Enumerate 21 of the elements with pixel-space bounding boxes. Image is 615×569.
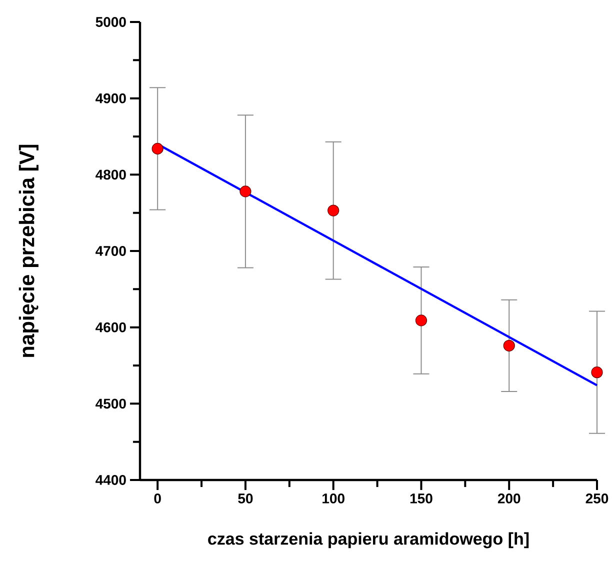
y-tick-label: 4700 (96, 246, 126, 256)
x-tick-label: 250 (586, 494, 608, 504)
y-tick-label: 4600 (96, 322, 126, 332)
y-tick-label: 5000 (96, 17, 126, 27)
point (328, 204, 340, 216)
y-axis-title: napięcie przebicia [V] (18, 144, 38, 357)
x-tick-label: 100 (322, 494, 344, 504)
x-tick-label: 0 (154, 494, 161, 504)
y-tick-label: 4900 (96, 93, 126, 104)
y-tick-label: 4500 (96, 398, 126, 409)
x-axis-title: czas starzenia papieru aramidowego [h] (208, 532, 529, 548)
x-tick-label: 50 (238, 494, 253, 504)
point (415, 314, 428, 326)
point (240, 186, 252, 198)
point (152, 142, 164, 155)
y-tick-label: 4800 (96, 170, 126, 180)
x-tick-label: 200 (498, 494, 520, 504)
point (591, 366, 603, 378)
y-tick-label: 4400 (96, 475, 126, 485)
point (503, 340, 515, 352)
x-tick-label: 150 (410, 494, 432, 504)
